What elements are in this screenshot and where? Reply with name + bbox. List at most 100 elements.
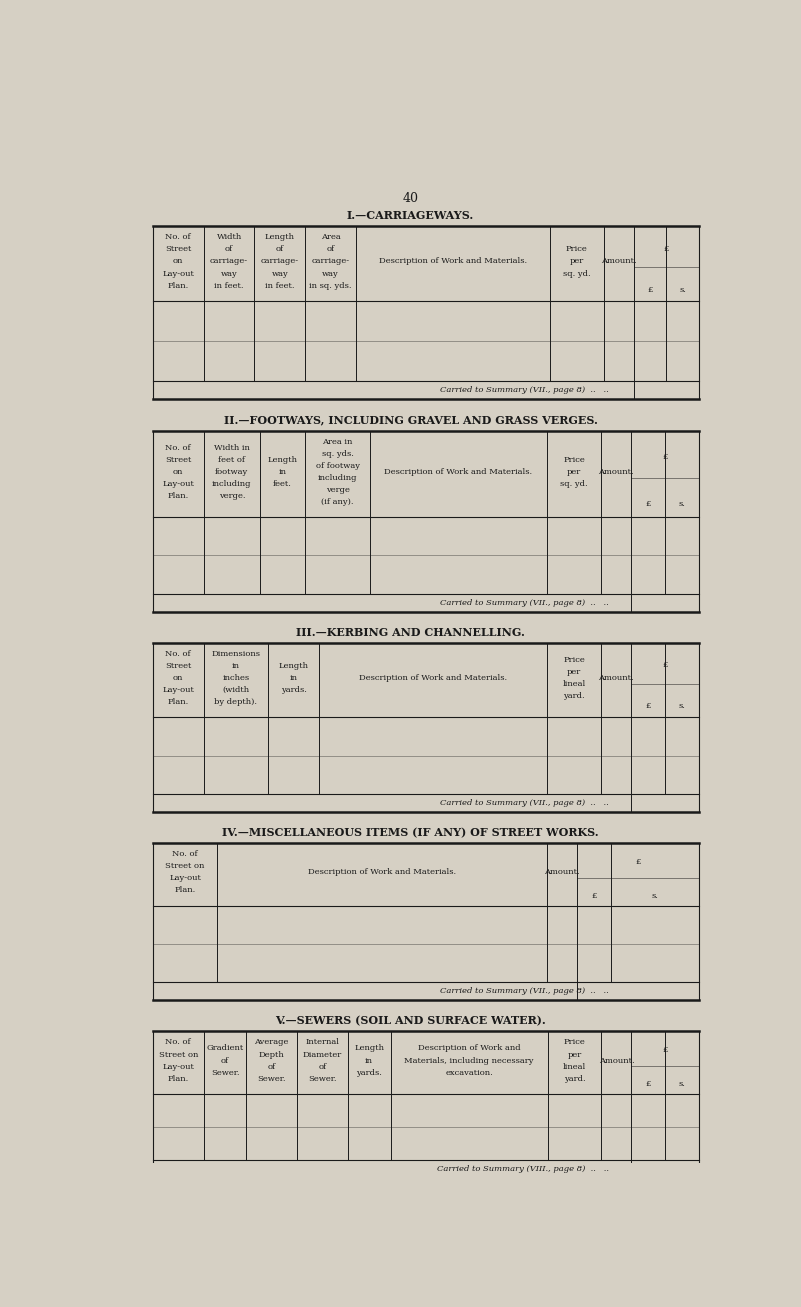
Text: Area: Area	[321, 234, 340, 242]
Text: in: in	[365, 1056, 373, 1065]
Text: £: £	[645, 501, 650, 508]
Text: Plan.: Plan.	[167, 698, 189, 706]
Text: s.: s.	[652, 893, 658, 901]
Text: sq. yd.: sq. yd.	[563, 269, 590, 277]
Text: Carried to Summary (VII., page 8)  ..   ..: Carried to Summary (VII., page 8) .. ..	[441, 799, 609, 806]
Text: Length: Length	[268, 456, 298, 464]
Text: £: £	[635, 857, 641, 867]
Text: of: of	[327, 246, 335, 254]
Text: Street: Street	[165, 246, 191, 254]
Text: V.—SEWERS (SOIL AND SURFACE WATER).: V.—SEWERS (SOIL AND SURFACE WATER).	[275, 1016, 546, 1026]
Text: Depth: Depth	[259, 1051, 284, 1059]
Text: including: including	[318, 474, 357, 482]
Text: Sewer.: Sewer.	[308, 1074, 336, 1082]
Text: Plan.: Plan.	[175, 886, 195, 894]
Text: Amount.: Amount.	[598, 468, 634, 476]
Text: way: way	[272, 269, 288, 277]
Text: sq. yds.: sq. yds.	[321, 450, 353, 457]
Text: Description of Work and Materials.: Description of Work and Materials.	[384, 468, 533, 476]
Text: Street on: Street on	[166, 863, 205, 870]
Text: lineal: lineal	[563, 1063, 586, 1070]
Text: per: per	[570, 257, 584, 265]
Text: Width in: Width in	[214, 443, 250, 452]
Text: Price: Price	[563, 456, 585, 464]
Text: Lay-out: Lay-out	[169, 874, 201, 882]
Text: No. of: No. of	[166, 234, 191, 242]
Text: yards.: yards.	[280, 686, 307, 694]
Text: Price: Price	[566, 246, 588, 254]
Text: per: per	[567, 468, 582, 476]
Text: (width: (width	[223, 686, 249, 694]
Text: £: £	[662, 1046, 668, 1055]
Text: in feet.: in feet.	[265, 281, 295, 290]
Text: verge.: verge.	[219, 491, 245, 501]
Text: Length: Length	[265, 234, 295, 242]
Text: £: £	[662, 661, 668, 669]
Text: in: in	[232, 663, 240, 670]
Text: £: £	[647, 286, 653, 294]
Text: by depth).: by depth).	[215, 698, 257, 706]
Text: Sewer.: Sewer.	[211, 1069, 239, 1077]
Text: Description of Work and Materials.: Description of Work and Materials.	[359, 674, 507, 682]
Text: carriage-: carriage-	[261, 257, 299, 265]
Text: s.: s.	[679, 286, 686, 294]
Text: per: per	[567, 668, 582, 676]
Text: Description of Work and Materials.: Description of Work and Materials.	[379, 257, 527, 265]
Text: Amount.: Amount.	[601, 257, 637, 265]
Text: feet.: feet.	[273, 480, 292, 488]
Text: (if any).: (if any).	[321, 498, 354, 506]
Text: of: of	[221, 1056, 229, 1065]
Text: Price: Price	[563, 656, 585, 664]
Text: Carried to Summary (VII., page 8)  ..   ..: Carried to Summary (VII., page 8) .. ..	[441, 987, 609, 995]
Text: Amount.: Amount.	[598, 1056, 634, 1065]
Text: Width: Width	[216, 234, 242, 242]
Text: including: including	[212, 480, 252, 488]
Text: No. of: No. of	[166, 1039, 191, 1047]
Text: Description of Work and Materials.: Description of Work and Materials.	[308, 868, 457, 877]
Text: Description of Work and: Description of Work and	[418, 1044, 521, 1052]
Text: Street: Street	[165, 456, 191, 464]
Text: s.: s.	[678, 702, 686, 710]
Text: way: way	[322, 269, 339, 277]
Text: £: £	[664, 244, 669, 252]
Text: Lay-out: Lay-out	[163, 480, 194, 488]
Text: £: £	[645, 702, 650, 710]
Text: of: of	[276, 246, 284, 254]
Text: in sq. yds.: in sq. yds.	[309, 281, 352, 290]
Text: yard.: yard.	[564, 1074, 586, 1082]
Text: £: £	[592, 893, 597, 901]
Text: of: of	[268, 1063, 276, 1070]
Text: of: of	[319, 1063, 327, 1070]
Text: Carried to Summary (VII., page 8)  ..   ..: Carried to Summary (VII., page 8) .. ..	[441, 387, 609, 395]
Text: s.: s.	[678, 501, 686, 508]
Text: yards.: yards.	[356, 1069, 382, 1077]
Text: Sewer.: Sewer.	[257, 1074, 286, 1082]
Text: III.—KERBING AND CHANNELLING.: III.—KERBING AND CHANNELLING.	[296, 627, 525, 638]
Text: carriage-: carriage-	[210, 257, 248, 265]
Text: sq. yd.: sq. yd.	[560, 480, 588, 488]
Text: Length: Length	[354, 1044, 384, 1052]
Text: Lay-out: Lay-out	[163, 686, 194, 694]
Text: Carried to Summary (VIII., page 8)  ..   ..: Carried to Summary (VIII., page 8) .. ..	[437, 1166, 609, 1174]
Text: yard.: yard.	[563, 693, 585, 701]
Text: inches: inches	[223, 674, 249, 682]
Text: Internal: Internal	[305, 1039, 340, 1047]
Text: IV.—MISCELLANEOUS ITEMS (IF ANY) OF STREET WORKS.: IV.—MISCELLANEOUS ITEMS (IF ANY) OF STRE…	[222, 827, 599, 838]
Text: Amount.: Amount.	[545, 868, 580, 877]
Text: s.: s.	[678, 1081, 686, 1089]
Text: footway: footway	[215, 468, 248, 476]
Text: Gradient: Gradient	[207, 1044, 244, 1052]
Text: Plan.: Plan.	[167, 491, 189, 501]
Text: No. of: No. of	[172, 851, 198, 859]
Text: verge: verge	[325, 486, 349, 494]
Text: No. of: No. of	[166, 443, 191, 452]
Text: carriage-: carriage-	[312, 257, 350, 265]
Text: I.—CARRIAGEWAYS.: I.—CARRIAGEWAYS.	[347, 210, 474, 221]
Text: lineal: lineal	[562, 680, 586, 689]
Text: Price: Price	[564, 1039, 586, 1047]
Text: Plan.: Plan.	[167, 1074, 189, 1082]
Text: excavation.: excavation.	[445, 1069, 493, 1077]
Text: Materials, including necessary: Materials, including necessary	[405, 1056, 534, 1065]
Text: Average: Average	[255, 1039, 289, 1047]
Text: of footway: of footway	[316, 461, 360, 469]
